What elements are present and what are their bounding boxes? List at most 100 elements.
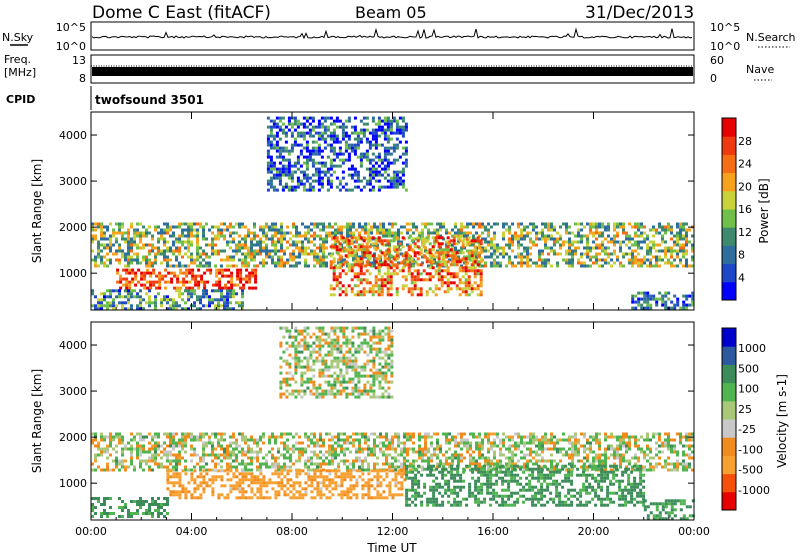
power-cell	[380, 119, 384, 123]
power-cell	[256, 264, 259, 268]
power-cell	[413, 254, 417, 258]
power-cell	[308, 155, 312, 159]
power-cell	[223, 295, 226, 299]
velocity-cell	[175, 475, 179, 479]
velocity-cell	[454, 450, 457, 454]
power-cell	[475, 252, 478, 256]
power-cell	[473, 266, 477, 270]
velocity-cell	[394, 468, 397, 472]
velocity-cell	[547, 459, 550, 463]
velocity-cell	[529, 459, 532, 463]
velocity-cell	[301, 453, 304, 457]
power-cell	[437, 263, 441, 267]
power-cell	[353, 170, 357, 174]
power-cell	[374, 173, 378, 177]
velocity-cell	[625, 435, 628, 439]
power-cell	[305, 116, 309, 120]
power-cell	[449, 263, 453, 267]
velocity-cell	[475, 435, 478, 439]
power-cell	[220, 264, 223, 268]
velocity-cell	[100, 438, 103, 442]
velocity-cell	[478, 447, 481, 451]
power-cell	[631, 237, 634, 241]
velocity-cell	[499, 447, 502, 451]
power-cell	[571, 252, 574, 256]
power-cell	[380, 167, 384, 171]
velocity-cell	[529, 447, 532, 451]
power-cell	[437, 278, 441, 282]
power-cell	[377, 239, 381, 243]
power-cell	[652, 234, 655, 238]
power-cell	[290, 170, 294, 174]
power-cell	[383, 251, 387, 255]
power-cell	[449, 281, 453, 285]
power-cell	[166, 249, 169, 253]
power-cell	[313, 225, 316, 229]
power-cell	[275, 149, 279, 153]
power-cell	[383, 116, 387, 120]
power-cell	[416, 236, 420, 240]
velocity-cell	[217, 441, 220, 445]
power-cell	[386, 269, 390, 273]
power-cell	[338, 263, 342, 267]
power-cell	[607, 252, 610, 256]
power-cell	[520, 252, 523, 256]
power-cell	[386, 161, 390, 165]
velocity-cell	[283, 441, 286, 445]
power-cell	[335, 116, 339, 120]
velocity-cell	[460, 453, 463, 457]
power-cell	[160, 252, 163, 256]
power-cell	[109, 258, 112, 262]
power-cell	[350, 263, 354, 267]
velocity-cell	[205, 441, 208, 445]
velocity-cell	[400, 462, 403, 466]
velocity-cell	[421, 465, 424, 469]
power-cell	[121, 301, 124, 305]
velocity-cell	[352, 459, 355, 463]
velocity-cell	[421, 453, 424, 457]
power-cell	[127, 234, 130, 238]
velocity-cell	[499, 459, 502, 463]
velocity-cell	[493, 465, 496, 469]
power-cell	[190, 231, 193, 235]
velocity-cell	[643, 465, 646, 469]
power-cell	[601, 264, 604, 268]
power-cell	[115, 249, 118, 253]
power-cell	[269, 185, 273, 189]
velocity-cell	[385, 435, 388, 439]
power-cell	[526, 249, 529, 253]
power-cell	[436, 255, 439, 259]
power-cell	[589, 231, 592, 235]
velocity-cell	[502, 432, 505, 436]
power-cell	[469, 240, 472, 244]
velocity-cell	[331, 453, 334, 457]
power-cell	[335, 185, 339, 189]
power-cell	[271, 225, 274, 229]
velocity-cell	[691, 450, 694, 454]
power-cell	[293, 143, 297, 147]
power-cell	[97, 264, 100, 268]
power-cell	[577, 234, 580, 238]
velocity-cell	[337, 441, 340, 445]
power-cell	[320, 116, 324, 120]
power-cell	[298, 255, 301, 259]
power-cell	[446, 284, 450, 288]
power-cell	[589, 228, 592, 232]
power-cell	[305, 164, 309, 168]
power-cell	[239, 274, 243, 278]
power-cell	[350, 167, 354, 171]
power-cell	[359, 161, 363, 165]
power-cell	[395, 287, 399, 291]
power-cell	[478, 234, 481, 238]
power-cell	[190, 240, 193, 244]
power-cell	[661, 240, 664, 244]
power-cell	[377, 119, 381, 123]
power-cell	[416, 275, 420, 279]
power-cell	[283, 264, 286, 268]
velocity-cell	[340, 450, 343, 454]
velocity-cell	[190, 438, 193, 442]
power-cell	[185, 274, 189, 278]
velocity-cell	[211, 444, 214, 448]
velocity-cell	[436, 456, 439, 460]
power-cell	[217, 307, 220, 311]
